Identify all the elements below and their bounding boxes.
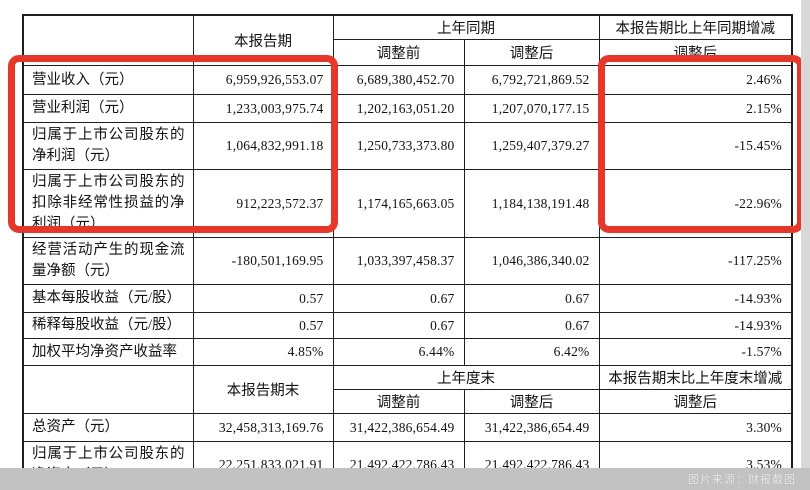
footer-bar: 图片来源：财报截图 <box>0 468 810 490</box>
header-current-period: 本报告期 <box>192 14 334 66</box>
cell-post-adjust: 6,792,721,869.52 <box>463 65 600 95</box>
cell-change: 2.46% <box>598 65 793 95</box>
cell-current: 912,223,572.37 <box>192 169 334 238</box>
cell-current: 32,458,313,169.76 <box>192 413 334 442</box>
right-edge-strip <box>801 0 810 490</box>
row-label: 归属于上市公司股东的净利润（元） <box>22 122 194 170</box>
watermark-source-text: 图片来源：财报截图 <box>688 473 796 486</box>
cell-current: 1,064,832,991.18 <box>192 122 334 170</box>
cell-change: -14.93% <box>598 284 793 313</box>
header-change-post-adjust-2: 调整后 <box>598 389 793 414</box>
cell-post-adjust: 6.42% <box>463 338 600 366</box>
cell-pre-adjust: 1,250,733,373.80 <box>332 122 465 170</box>
header-pre-adjust: 调整前 <box>332 39 465 66</box>
header-prior-year-end-group: 上年度末 <box>332 365 600 390</box>
cell-pre-adjust: 1,174,165,663.05 <box>332 169 465 238</box>
table-row-basic-eps: 基本每股收益（元/股） 0.57 0.67 0.67 -14.93% <box>22 284 793 313</box>
header-post-adjust: 调整后 <box>463 39 600 66</box>
cell-pre-adjust: 1,202,163,051.20 <box>332 94 465 123</box>
row-label: 稀释每股收益（元/股） <box>22 312 194 339</box>
table-row-operating-cashflow: 经营活动产生的现金流量净额（元） -180,501,169.95 1,033,3… <box>22 237 793 285</box>
table-row-total-assets: 总资产（元） 32,458,313,169.76 31,422,386,654.… <box>22 413 793 442</box>
cell-current: 0.57 <box>192 284 334 313</box>
financial-summary-table: 本报告期 上年同期 本报告期比上年同期增减 调整前 调整后 调整后 营业收入（元… <box>22 14 793 490</box>
header-empty-cell-2 <box>22 365 194 414</box>
cell-pre-adjust: 0.67 <box>332 284 465 313</box>
header-change-group: 本报告期比上年同期增减 <box>598 14 793 40</box>
cell-post-adjust: 31,422,386,654.49 <box>463 413 600 442</box>
header-row-3: 本报告期末 上年度末 本报告期末比上年度末增减 <box>22 365 793 414</box>
header-row-4: 调整前 调整后 调整后 <box>23 389 793 414</box>
cell-post-adjust: 1,184,138,191.48 <box>463 169 600 238</box>
table-row-weighted-roe: 加权平均净资产收益率 4.85% 6.44% 6.42% -1.57% <box>22 338 793 366</box>
cell-current: 6,959,926,553.07 <box>192 65 334 95</box>
header-empty-cell <box>22 14 194 66</box>
cell-pre-adjust: 1,033,397,458.37 <box>332 237 465 285</box>
cell-change: -117.25% <box>598 237 793 285</box>
cell-current: 1,233,003,975.74 <box>192 94 334 123</box>
cell-post-adjust: 1,259,407,379.27 <box>463 122 600 170</box>
header-post-adjust-2: 调整后 <box>463 389 600 414</box>
row-label: 营业收入（元） <box>22 65 194 95</box>
cell-post-adjust: 0.67 <box>463 284 600 313</box>
header-prior-period-group: 上年同期 <box>332 14 600 40</box>
row-label: 归属于上市公司股东的扣除非经常性损益的净利润（元） <box>22 169 194 238</box>
cell-pre-adjust: 31,422,386,654.49 <box>332 413 465 442</box>
cell-post-adjust: 1,207,070,177.15 <box>463 94 600 123</box>
row-label: 加权平均净资产收益率 <box>22 338 194 366</box>
table-row-net-profit: 归属于上市公司股东的净利润（元） 1,064,832,991.18 1,250,… <box>22 122 793 170</box>
cell-change: 3.30% <box>598 413 793 442</box>
row-label: 基本每股收益（元/股） <box>22 284 194 313</box>
cell-change: -1.57% <box>598 338 793 366</box>
header-change-post-adjust: 调整后 <box>598 39 793 66</box>
table-row-revenue: 营业收入（元） 6,959,926,553.07 6,689,380,452.7… <box>22 65 793 95</box>
row-label: 总资产（元） <box>22 413 194 442</box>
header-current-period-end: 本报告期末 <box>192 365 334 414</box>
cell-change: -15.45% <box>598 122 793 170</box>
cell-pre-adjust: 6.44% <box>332 338 465 366</box>
table-row-net-profit-excl-nonrecurring: 归属于上市公司股东的扣除非经常性损益的净利润（元） 912,223,572.37… <box>22 169 793 238</box>
row-label: 营业利润（元） <box>22 94 194 123</box>
cell-post-adjust: 1,046,386,340.02 <box>463 237 600 285</box>
cell-change: 2.15% <box>598 94 793 123</box>
cell-change: -22.96% <box>598 169 793 238</box>
row-label: 经营活动产生的现金流量净额（元） <box>22 237 194 285</box>
cell-current: -180,501,169.95 <box>192 237 334 285</box>
cell-pre-adjust: 6,689,380,452.70 <box>332 65 465 95</box>
cell-current: 0.57 <box>192 312 334 339</box>
cell-post-adjust: 0.67 <box>463 312 600 339</box>
header-pre-adjust-2: 调整前 <box>332 389 465 414</box>
table-row-diluted-eps: 稀释每股收益（元/股） 0.57 0.67 0.67 -14.93% <box>22 312 793 339</box>
header-change-group-2: 本报告期末比上年度末增减 <box>598 365 793 390</box>
header-row-1: 本报告期 上年同期 本报告期比上年同期增减 <box>22 14 793 66</box>
cell-pre-adjust: 0.67 <box>332 312 465 339</box>
cell-change: -14.93% <box>598 312 793 339</box>
table-row-operating-profit: 营业利润（元） 1,233,003,975.74 1,202,163,051.2… <box>22 94 793 123</box>
cell-current: 4.85% <box>192 338 334 366</box>
